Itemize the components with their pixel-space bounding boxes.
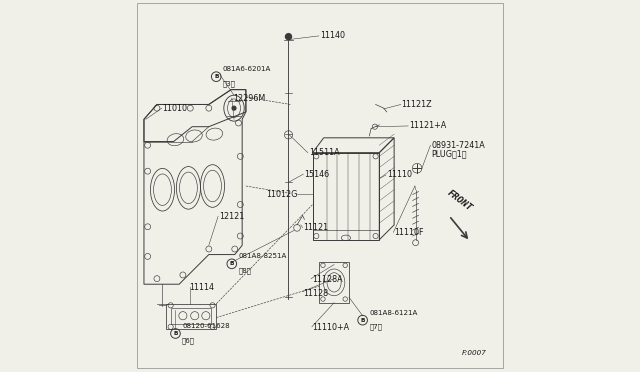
Text: （7）: （7） bbox=[369, 324, 382, 330]
Text: 12296M: 12296M bbox=[233, 94, 265, 103]
Text: 081A8-6121A: 081A8-6121A bbox=[369, 310, 418, 316]
Text: 15146: 15146 bbox=[305, 170, 330, 179]
Text: 11121: 11121 bbox=[303, 223, 328, 232]
Text: 081A6-6201A: 081A6-6201A bbox=[223, 66, 271, 72]
Text: 08120-61628: 08120-61628 bbox=[182, 323, 230, 329]
Text: 08931-7241A: 08931-7241A bbox=[431, 141, 485, 150]
Text: F:0007: F:0007 bbox=[462, 350, 487, 356]
Text: （3）: （3） bbox=[223, 80, 236, 87]
Text: 11110: 11110 bbox=[387, 170, 412, 179]
Circle shape bbox=[285, 33, 292, 40]
Text: 11511A: 11511A bbox=[309, 148, 339, 157]
Text: 11110F: 11110F bbox=[394, 228, 424, 237]
Text: 11121Z: 11121Z bbox=[401, 100, 432, 109]
Circle shape bbox=[232, 106, 237, 111]
Text: 081A8-8251A: 081A8-8251A bbox=[239, 253, 287, 259]
Text: 11140: 11140 bbox=[320, 31, 345, 41]
Text: 12121: 12121 bbox=[219, 212, 244, 221]
Text: 11114: 11114 bbox=[189, 283, 214, 292]
Text: B: B bbox=[214, 74, 218, 79]
Text: 11012G: 11012G bbox=[266, 190, 298, 199]
Text: B: B bbox=[230, 261, 234, 266]
Text: （6）: （6） bbox=[182, 337, 195, 344]
Text: （8）: （8） bbox=[239, 267, 252, 274]
Text: PLUG、1。: PLUG、1。 bbox=[431, 149, 467, 158]
Text: B: B bbox=[173, 331, 178, 336]
Text: 11128A: 11128A bbox=[312, 275, 342, 284]
Text: B: B bbox=[360, 318, 365, 323]
Text: 11010: 11010 bbox=[163, 104, 188, 113]
Text: 11128: 11128 bbox=[303, 289, 328, 298]
Text: FRONT: FRONT bbox=[445, 188, 474, 213]
Text: 11121+A: 11121+A bbox=[409, 122, 446, 131]
Text: 11110+A: 11110+A bbox=[312, 323, 349, 332]
